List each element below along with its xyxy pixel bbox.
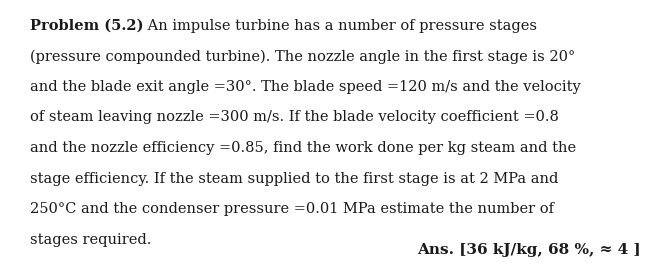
Text: Ans. [36 kJ/kg, 68 %, ≈ 4 ]: Ans. [36 kJ/kg, 68 %, ≈ 4 ] (418, 243, 641, 257)
Text: of steam leaving nozzle =300 m/s. If the blade velocity coefficient =0.8: of steam leaving nozzle =300 m/s. If the… (30, 110, 559, 124)
Text: and the nozzle efficiency =0.85, find the work done per kg steam and the: and the nozzle efficiency =0.85, find th… (30, 141, 576, 155)
Text: 250°C and the condenser pressure =0.01 MPa estimate the number of: 250°C and the condenser pressure =0.01 M… (30, 202, 554, 216)
Text: An impulse turbine has a number of pressure stages: An impulse turbine has a number of press… (143, 19, 537, 33)
Text: (pressure compounded turbine). The nozzle angle in the first stage is 20°: (pressure compounded turbine). The nozzl… (30, 49, 575, 64)
Text: Problem (5.2): Problem (5.2) (30, 19, 143, 33)
Text: stage efficiency. If the steam supplied to the first stage is at 2 MPa and: stage efficiency. If the steam supplied … (30, 172, 558, 186)
Text: stages required.: stages required. (30, 233, 151, 247)
Text: and the blade exit angle =30°. The blade speed =120 m/s and the velocity: and the blade exit angle =30°. The blade… (30, 80, 580, 94)
